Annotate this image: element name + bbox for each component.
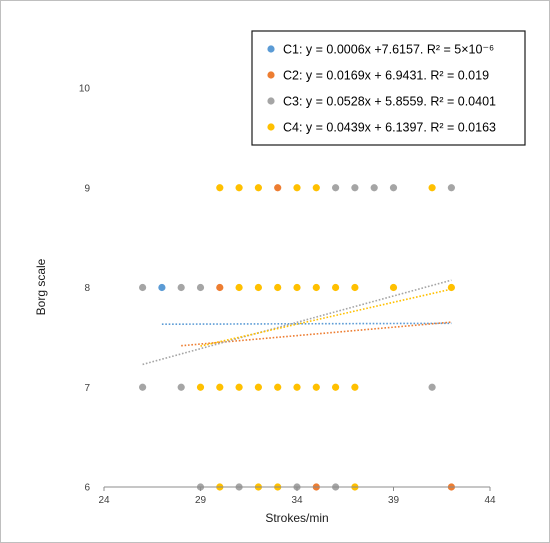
- legend-marker-c3: [267, 97, 275, 105]
- y-tick-label: 9: [84, 183, 90, 194]
- legend-label-c4: C4: y = 0.0439x + 6.1397. R² = 0.0163: [283, 121, 496, 135]
- data-point-c4: [312, 184, 320, 192]
- data-point-c4: [274, 283, 282, 292]
- legend-marker-c2: [267, 71, 275, 79]
- data-point-c4: [447, 283, 455, 292]
- data-point-c4: [351, 383, 359, 391]
- data-point-c3: [139, 283, 147, 292]
- data-point-c4: [235, 383, 243, 391]
- trendline-c2: [181, 321, 452, 347]
- data-point-c3: [389, 184, 398, 192]
- legend-marker-c1: [267, 45, 275, 53]
- legend-box: [251, 30, 526, 146]
- data-point-c4: [293, 383, 301, 391]
- data-point-c4: [293, 283, 301, 292]
- legend-label-c1: C1: y = 0.0006x +7.6157. R² = 5×10⁻⁶: [283, 43, 494, 57]
- data-point-c4: [235, 184, 243, 192]
- trendline-c3: [142, 279, 452, 366]
- data-point-c3: [428, 383, 436, 391]
- data-point-c4: [216, 383, 224, 391]
- data-point-c3: [196, 283, 205, 292]
- y-tick-label: 6: [84, 483, 90, 494]
- x-tick-label: 44: [484, 495, 496, 506]
- data-point-c4: [389, 283, 398, 292]
- data-point-c4: [312, 283, 320, 292]
- data-point-c4: [254, 383, 262, 391]
- data-point-c4: [332, 383, 340, 391]
- trendline-c4: [200, 288, 452, 347]
- data-points: [139, 184, 455, 491]
- data-point-c1: [158, 283, 166, 292]
- legend-label-c3: C3: y = 0.0528x + 5.8559. R² = 0.0401: [283, 95, 496, 109]
- trendlines: [142, 279, 452, 366]
- data-point-c3: [370, 184, 378, 192]
- x-tick-label: 29: [195, 495, 207, 506]
- legend: C1: y = 0.0006x +7.6157. R² = 5×10⁻⁶ C2: …: [251, 30, 526, 146]
- y-axis-title: Borg scale: [34, 258, 48, 315]
- x-tick-label: 39: [388, 495, 400, 506]
- y-tick-label: 10: [79, 84, 91, 95]
- data-point-c4: [235, 283, 243, 292]
- data-point-c4: [351, 283, 359, 292]
- data-point-c4: [312, 383, 320, 391]
- x-tick-label: 24: [98, 495, 110, 506]
- legend-marker-c4: [267, 123, 275, 131]
- y-tick-label: 8: [84, 283, 90, 294]
- data-point-c4: [254, 283, 262, 292]
- data-point-c4: [293, 184, 301, 192]
- data-point-c4: [332, 283, 340, 292]
- data-point-c3: [332, 184, 340, 192]
- y-tick-label: 7: [84, 383, 90, 394]
- data-point-c3: [139, 383, 147, 391]
- data-point-c4: [254, 184, 262, 192]
- data-point-c2: [216, 283, 224, 292]
- data-point-c3: [177, 383, 185, 391]
- trendline-c1: [161, 322, 452, 326]
- data-point-c3: [447, 184, 455, 192]
- legend-label-c2: C2: y = 0.0169x + 6.9431. R² = 0.019: [283, 69, 489, 83]
- data-point-c4: [428, 184, 436, 192]
- x-tick-label: 34: [291, 495, 303, 506]
- data-point-c4: [274, 383, 282, 391]
- data-point-c2: [274, 184, 282, 192]
- x-axis-title: Strokes/min: [265, 511, 328, 525]
- data-point-c3: [177, 283, 185, 292]
- data-point-c4: [196, 383, 205, 391]
- tick-labels: 24 29 34 39 44 6 7 8 9 10: [79, 84, 496, 507]
- data-point-c3: [351, 184, 359, 192]
- data-point-c4: [216, 184, 224, 192]
